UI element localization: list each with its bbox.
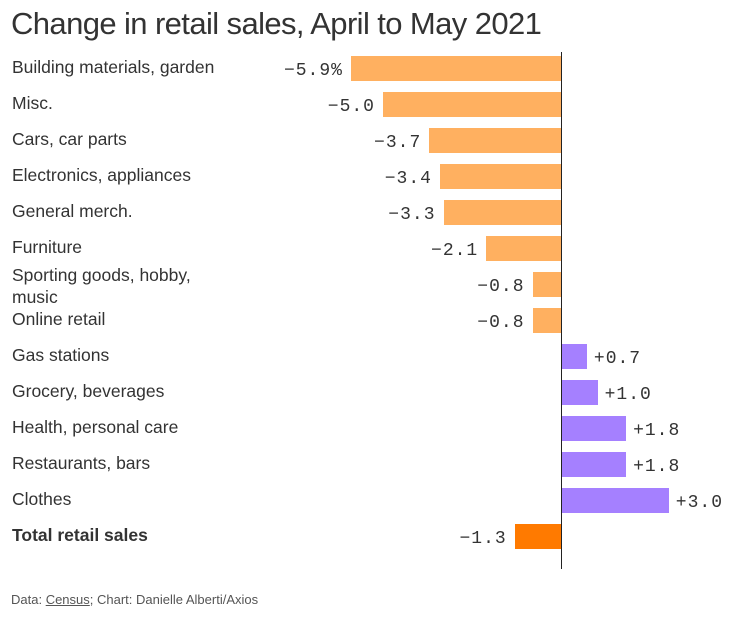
value-label: −5.0 bbox=[327, 97, 375, 117]
bar bbox=[383, 92, 561, 117]
category-label: Online retail bbox=[12, 309, 106, 329]
category-label-total: Total retail sales bbox=[12, 525, 148, 545]
category-label: Health, personal care bbox=[12, 417, 179, 437]
bar bbox=[350, 56, 561, 81]
value-label: +1.8 bbox=[633, 457, 681, 477]
bar bbox=[562, 344, 587, 369]
bar bbox=[532, 308, 561, 333]
category-label: Clothes bbox=[12, 489, 72, 509]
bar bbox=[562, 380, 598, 405]
category-label: Restaurants, bars bbox=[12, 453, 151, 473]
bar bbox=[486, 236, 561, 261]
bar bbox=[562, 452, 627, 477]
value-label: +3.0 bbox=[675, 493, 724, 513]
category-label: Gas stations bbox=[12, 345, 110, 365]
chart-title: Change in retail sales, April to May 202… bbox=[11, 6, 542, 41]
category-label: Building materials, garden bbox=[12, 57, 215, 77]
value-label: −0.8 bbox=[477, 277, 525, 297]
footer-prefix: Data: bbox=[11, 592, 46, 607]
value-label: −5.9% bbox=[283, 61, 343, 81]
census-source-link[interactable]: Census bbox=[45, 592, 90, 607]
bar bbox=[562, 488, 669, 513]
category-label: Grocery, beverages bbox=[12, 381, 165, 401]
value-label: +0.7 bbox=[593, 349, 642, 369]
value-label: −3.3 bbox=[388, 205, 436, 225]
value-label: −2.1 bbox=[431, 241, 479, 261]
bar bbox=[443, 200, 561, 225]
category-label: Sporting goods, hobby, music bbox=[12, 265, 191, 307]
value-label: −1.3 bbox=[459, 529, 507, 549]
footer-credit: ; Chart: Danielle Alberti/Axios bbox=[89, 592, 259, 607]
value-label: −0.8 bbox=[477, 313, 525, 333]
bar bbox=[439, 164, 561, 189]
category-label: Misc. bbox=[12, 93, 53, 113]
value-label: −3.7 bbox=[374, 133, 422, 153]
bar bbox=[562, 416, 627, 441]
bar-total bbox=[514, 524, 561, 549]
category-label: General merch. bbox=[12, 201, 133, 221]
value-label: +1.8 bbox=[633, 421, 681, 441]
bar bbox=[532, 272, 561, 297]
category-label: Furniture bbox=[12, 237, 83, 257]
zero-axis-line bbox=[561, 52, 562, 569]
value-label: −3.4 bbox=[384, 169, 432, 189]
category-label: Cars, car parts bbox=[12, 129, 127, 149]
bar bbox=[429, 128, 561, 153]
chart-footer: Data: Census; Chart: Danielle Alberti/Ax… bbox=[11, 592, 258, 607]
category-label: Electronics, appliances bbox=[12, 165, 191, 185]
value-label: +1.0 bbox=[604, 385, 652, 405]
